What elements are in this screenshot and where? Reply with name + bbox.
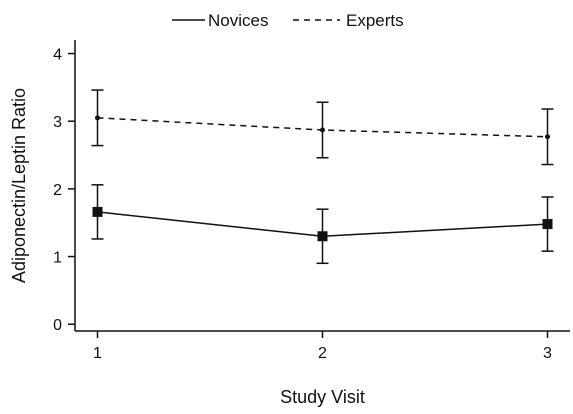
data-point-square — [317, 231, 328, 242]
series-layer — [91, 89, 554, 265]
axes-group: 0 1 2 3 4 1 2 3 — [53, 40, 570, 362]
y-tick-label: 3 — [53, 114, 62, 131]
y-tick-label: 2 — [53, 182, 62, 199]
data-point-square — [92, 206, 103, 217]
y-tick-label: 4 — [53, 47, 62, 64]
legend-label-novices: Novices — [208, 11, 268, 30]
x-tick-label: 2 — [318, 345, 327, 362]
series-experts — [91, 89, 554, 166]
legend: Novices Experts — [172, 11, 404, 30]
legend-label-experts: Experts — [346, 11, 404, 30]
data-point-dot — [95, 115, 100, 121]
data-point-dot — [545, 134, 550, 140]
x-tick-label: 1 — [93, 345, 102, 362]
data-point-square — [542, 219, 553, 230]
series-novices — [91, 184, 554, 265]
y-tick-label: 1 — [53, 250, 62, 267]
data-point-dot — [320, 127, 325, 133]
y-tick-label: 0 — [53, 317, 62, 334]
y-axis-title: Adiponectin/Leptin Ratio — [9, 88, 29, 283]
x-tick-label: 3 — [543, 345, 552, 362]
x-axis-title: Study Visit — [280, 387, 365, 407]
